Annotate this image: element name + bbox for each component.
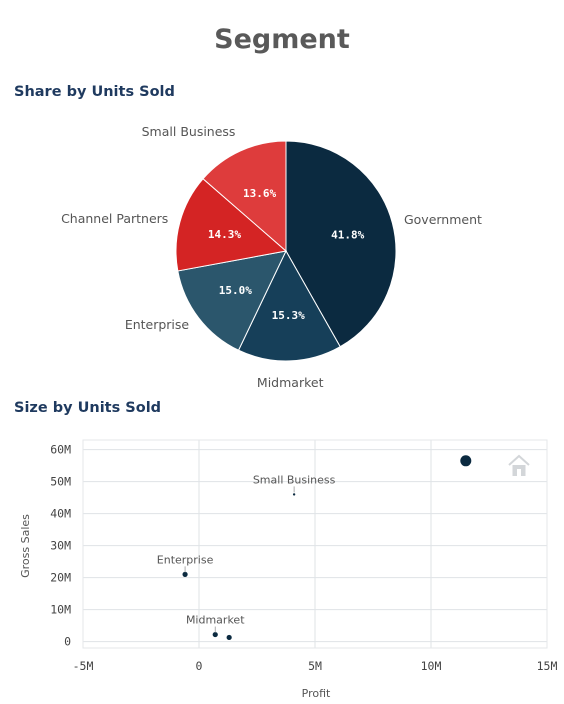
x-axis-title: Profit (302, 687, 331, 700)
y-tick-label: 40M (50, 507, 71, 521)
scatter-point-midmarket[interactable] (212, 631, 218, 638)
scatter-point-enterprise[interactable] (182, 571, 188, 578)
pie-chart[interactable]: 41.8% Government 15.3% Midmarket 15.0% Enterp… (0, 0, 564, 400)
scatter-point-channel-partners[interactable] (226, 634, 232, 641)
x-tick-label: 5M (308, 659, 322, 673)
x-tick-label: 15M (537, 659, 558, 673)
y-tick-label: 0 (64, 635, 71, 649)
pie-percent-label-small-business: 13.6% (243, 187, 276, 200)
pie-chart-title: Share by Units Sold (14, 84, 175, 100)
pie-percent-label-channel-partners: 14.3% (208, 228, 241, 241)
scatter-point-label-small-business: Small Business (253, 473, 336, 486)
pie-category-label-channel-partners: Channel Partners (61, 211, 168, 226)
home-icon[interactable] (508, 454, 530, 476)
x-tick-label: 0 (196, 659, 203, 673)
pie-slice-channel-partners[interactable] (175, 178, 288, 272)
pie-category-label-government: Government (404, 212, 482, 227)
scatter-chart-title: Size by Units Sold (14, 400, 162, 416)
page-title: Segment (214, 24, 350, 55)
pie-slice-government[interactable] (285, 140, 397, 348)
y-tick-label: 60M (50, 443, 71, 457)
pie-category-label-small-business: Small Business (142, 124, 236, 139)
pie-slice-midmarket[interactable] (237, 249, 341, 362)
scatter-point-label-enterprise: Enterprise (157, 553, 214, 566)
pie-category-label-midmarket: Midmarket (257, 375, 324, 390)
y-tick-label: 50M (50, 475, 71, 489)
pie-percent-label-midmarket: 15.3% (272, 309, 305, 322)
scatter-point-label-midmarket: Midmarket (186, 614, 245, 627)
x-tick-label: -5M (73, 659, 94, 673)
scatter-point-small-business[interactable] (292, 493, 296, 496)
y-tick-label: 10M (50, 603, 71, 617)
x-tick-label: 10M (421, 659, 442, 673)
pie-slice-enterprise[interactable] (177, 250, 287, 351)
y-tick-label: 30M (50, 539, 71, 553)
pie-percent-label-government: 41.8% (331, 229, 364, 242)
pie-category-label-enterprise: Enterprise (125, 317, 190, 332)
scatter-point-government[interactable] (460, 455, 472, 467)
plot-frame (82, 439, 548, 649)
y-tick-label: 20M (50, 571, 71, 585)
pie-slice-small-business[interactable] (202, 140, 287, 253)
pie-percent-label-enterprise: 15.0% (219, 284, 252, 297)
y-axis-title: Gross Sales (19, 514, 32, 578)
